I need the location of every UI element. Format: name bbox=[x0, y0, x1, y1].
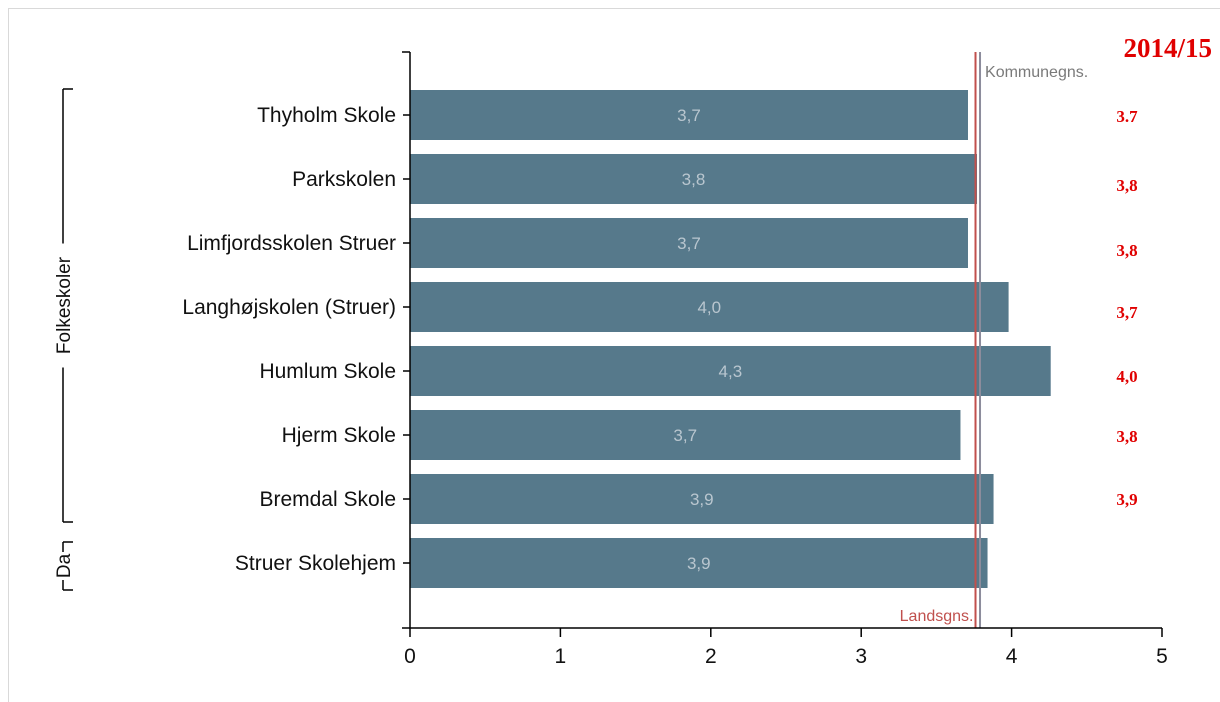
bar-value-label: 3,9 bbox=[690, 490, 714, 509]
bar bbox=[410, 154, 978, 204]
overlay-value: 3,9 bbox=[1116, 490, 1137, 509]
bar-value-label: 3,8 bbox=[682, 170, 706, 189]
bar bbox=[410, 410, 961, 460]
bar-value-label: 3,7 bbox=[677, 234, 701, 253]
category-label: Limfjordsskolen Struer bbox=[187, 232, 396, 255]
overlay-value: 3,7 bbox=[1116, 303, 1138, 322]
year-overlay: 2014/15 3.7 3,8 3,8 3,7 4,0 3,8 3,9 bbox=[1116, 33, 1212, 509]
bar bbox=[410, 90, 968, 140]
overlay-value: 3.7 bbox=[1116, 107, 1138, 126]
bar-value-label: 3,9 bbox=[687, 554, 711, 573]
bar-value-label: 3,7 bbox=[673, 426, 697, 445]
bar-value-label: 3,7 bbox=[677, 106, 701, 125]
overlay-value: 3,8 bbox=[1116, 427, 1137, 446]
chart-frame bbox=[8, 8, 1220, 702]
bar-value-label: 4,3 bbox=[719, 362, 743, 381]
overlay-year: 2014/15 bbox=[1123, 33, 1212, 63]
category-label: Hjerm Skole bbox=[282, 424, 396, 447]
bar bbox=[410, 218, 968, 268]
bar bbox=[410, 538, 988, 588]
x-tick-label: 2 bbox=[705, 645, 717, 668]
reference-label-kommune: Kommunegns. bbox=[985, 64, 1088, 81]
category-label: Humlum Skole bbox=[259, 360, 396, 383]
x-tick-label: 5 bbox=[1156, 645, 1168, 668]
x-tick-label: 3 bbox=[855, 645, 867, 668]
axes: 0 1 2 3 4 5 bbox=[402, 51, 1168, 668]
overlay-value: 3,8 bbox=[1116, 176, 1137, 195]
overlay-value: 4,0 bbox=[1116, 367, 1137, 386]
overlay-value: 3,8 bbox=[1116, 241, 1137, 260]
bar-value-labels: 3,7 3,8 3,7 4,0 4,3 3,7 3,9 3,9 bbox=[673, 106, 742, 573]
x-tick-label: 1 bbox=[555, 645, 567, 668]
category-label: Thyholm Skole bbox=[257, 104, 396, 127]
x-tick-label: 4 bbox=[1006, 645, 1018, 668]
category-label: Parkskolen bbox=[292, 168, 396, 191]
category-label: Langhøjskolen (Struer) bbox=[182, 296, 396, 319]
bar bbox=[410, 474, 994, 524]
category-label: Struer Skolehjem bbox=[235, 552, 396, 575]
group-label-da: Da bbox=[54, 553, 75, 578]
group-label-folkeskoler: Folkeskoler bbox=[54, 256, 75, 354]
bar bbox=[410, 346, 1051, 396]
reference-label-lands: Landsgns. bbox=[900, 608, 974, 625]
bars bbox=[410, 90, 1051, 588]
group-brackets: Folkeskoler Da bbox=[54, 88, 75, 591]
x-tick-label: 0 bbox=[404, 645, 416, 668]
reference-lines: Kommunegns. Landsgns. bbox=[900, 52, 1088, 628]
bar-value-label: 4,0 bbox=[697, 298, 721, 317]
bar bbox=[410, 282, 1009, 332]
category-label: Bremdal Skole bbox=[259, 488, 396, 511]
category-labels: Thyholm Skole Parkskolen Limfjordsskolen S… bbox=[182, 104, 396, 575]
